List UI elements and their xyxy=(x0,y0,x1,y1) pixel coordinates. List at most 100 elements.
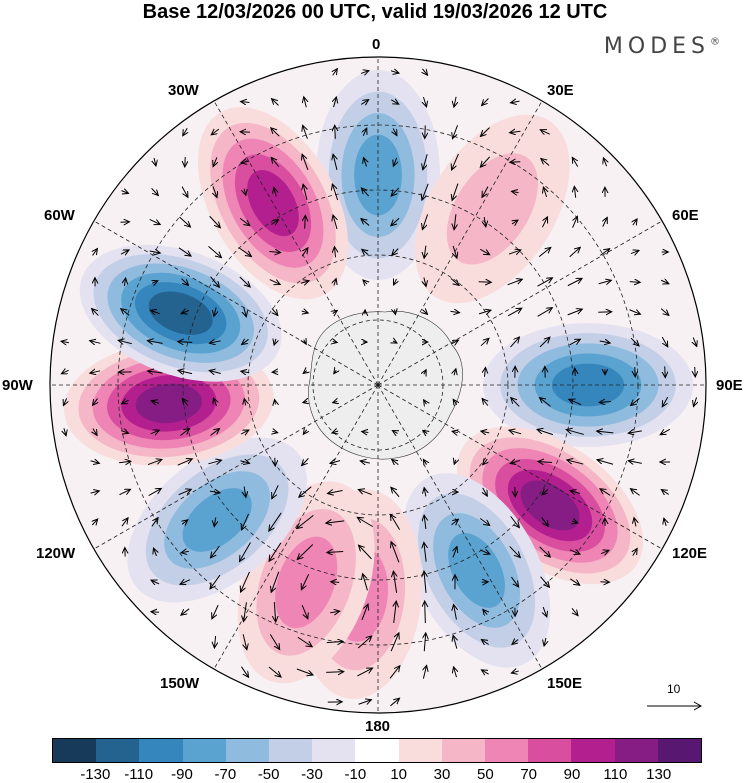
wind-arrow xyxy=(424,542,426,562)
wind-arrow xyxy=(334,279,336,286)
wind-arrow xyxy=(357,636,372,649)
wind-arrow xyxy=(150,310,160,313)
wind-arrow xyxy=(453,635,457,649)
wind-arrow xyxy=(660,429,671,434)
wind-arrow xyxy=(538,461,553,462)
wind-arrow xyxy=(180,428,189,436)
colorbar-tick-label: 110 xyxy=(603,766,628,783)
wind-arrow xyxy=(178,489,192,496)
wind-arrow xyxy=(239,217,250,225)
wind-arrow xyxy=(275,400,276,405)
wind-arrow xyxy=(424,245,426,259)
wind-arrow xyxy=(510,162,521,163)
wind-arrow xyxy=(269,634,279,649)
wind-arrow xyxy=(301,248,308,257)
wind-arrow xyxy=(537,429,554,436)
longitude-label-120w: 120W xyxy=(36,545,76,562)
wind-arrow xyxy=(90,491,100,493)
wind-arrow xyxy=(393,157,396,166)
longitude-label-60w: 60W xyxy=(44,207,75,224)
wind-arrow xyxy=(362,249,369,254)
wind-arrow xyxy=(119,489,130,496)
wind-arrow xyxy=(423,459,426,464)
wind-arrow xyxy=(301,574,310,589)
wind-arrow xyxy=(152,281,158,283)
colorbar xyxy=(52,738,702,763)
colorbar-tick-label: -10 xyxy=(344,766,367,783)
wind-arrow xyxy=(210,429,219,436)
wind-arrow xyxy=(302,458,309,465)
wind-arrow xyxy=(151,518,158,527)
wind-arrow xyxy=(537,278,552,287)
wind-arrow xyxy=(211,545,220,558)
wind-arrow xyxy=(511,398,520,407)
wind-arrow xyxy=(424,488,426,497)
wind-arrow xyxy=(450,278,459,286)
wind-arrow xyxy=(271,220,278,225)
wind-arrow xyxy=(183,127,188,136)
wind-arrow xyxy=(210,276,220,288)
wind-arrow xyxy=(544,637,546,646)
wind-arrow xyxy=(481,431,490,433)
wind-arrow xyxy=(389,666,400,679)
longitude-label-0: 0 xyxy=(372,36,381,53)
modes-logo: MODES® xyxy=(604,34,720,59)
wind-arrow xyxy=(630,250,639,253)
wind-arrow xyxy=(599,402,611,403)
wind-arrow xyxy=(241,161,250,163)
wind-arrow xyxy=(214,517,216,526)
wind-arrow xyxy=(480,338,489,347)
wind-arrow xyxy=(358,489,372,496)
wind-arrow xyxy=(154,157,156,166)
wind-arrow xyxy=(151,401,159,403)
wind-arrow xyxy=(603,158,606,167)
wind-arrow xyxy=(333,401,338,402)
wind-arrow xyxy=(390,100,399,104)
wind-arrow xyxy=(363,128,367,137)
wind-arrow xyxy=(543,187,546,198)
wind-arrow xyxy=(569,399,582,406)
wind-arrow xyxy=(296,668,313,675)
wind-arrow xyxy=(510,516,520,527)
wind-arrow xyxy=(326,641,343,642)
wind-arrow xyxy=(297,636,312,646)
wind-vectors xyxy=(61,69,697,707)
wind-arrow xyxy=(630,337,639,346)
wind-arrow xyxy=(661,336,668,347)
wind-arrow xyxy=(147,459,162,466)
wind-arrow xyxy=(478,310,491,314)
wind-arrow xyxy=(695,366,696,377)
wind-arrow xyxy=(93,249,98,256)
wind-arrow xyxy=(572,521,578,523)
wind-arrow xyxy=(424,400,427,404)
wind-arrow xyxy=(363,574,368,591)
longitude-label-120e: 120E xyxy=(672,545,708,562)
wind-arrow xyxy=(244,399,245,406)
wind-arrow xyxy=(243,634,247,649)
wind-arrow xyxy=(628,461,642,464)
wind-arrow xyxy=(180,580,191,585)
wind-arrow xyxy=(214,307,216,317)
wind-arrow xyxy=(333,154,337,170)
wind-arrow xyxy=(151,612,160,613)
wind-arrow xyxy=(326,521,345,523)
wind-arrow xyxy=(93,428,97,436)
wind-arrow xyxy=(600,489,611,496)
colorbar-segment xyxy=(355,739,399,762)
wind-arrow xyxy=(240,461,249,464)
wind-arrow xyxy=(213,398,216,407)
wind-arrow xyxy=(451,519,459,524)
wind-arrow xyxy=(569,550,580,554)
wind-arrow xyxy=(244,307,247,317)
colorbar-segment xyxy=(225,739,270,762)
wind-arrow xyxy=(540,130,550,134)
longitude-label-30e: 30E xyxy=(547,82,574,99)
wind-arrow xyxy=(274,339,276,345)
wind-arrow xyxy=(303,125,308,139)
wind-arrow xyxy=(484,367,485,377)
wind-arrow xyxy=(178,370,193,373)
wind-arrow xyxy=(92,519,98,525)
map-border xyxy=(49,56,707,714)
anomaly-contour xyxy=(182,488,252,552)
